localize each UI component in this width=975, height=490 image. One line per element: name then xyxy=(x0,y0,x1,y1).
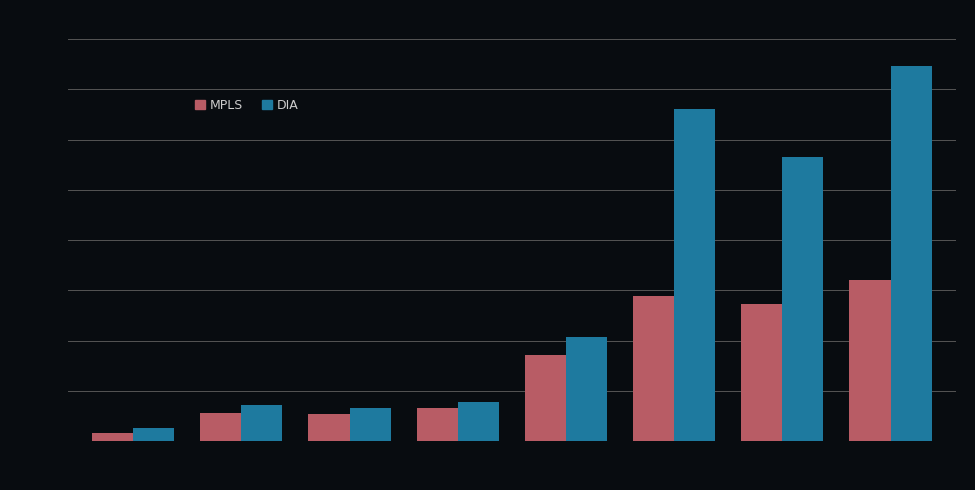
Bar xyxy=(242,405,283,441)
Bar xyxy=(849,280,890,441)
Bar xyxy=(633,296,674,441)
Bar xyxy=(350,408,391,441)
Bar xyxy=(782,157,824,441)
Bar xyxy=(134,428,175,441)
Legend: MPLS, DIA: MPLS, DIA xyxy=(190,94,303,117)
Bar xyxy=(200,413,242,441)
Bar xyxy=(308,414,350,441)
Bar xyxy=(566,337,607,441)
Bar xyxy=(674,109,716,441)
Bar xyxy=(416,408,458,441)
Bar xyxy=(92,433,134,441)
Bar xyxy=(458,402,499,441)
Bar xyxy=(741,304,782,441)
Bar xyxy=(525,355,566,441)
Bar xyxy=(890,66,932,441)
